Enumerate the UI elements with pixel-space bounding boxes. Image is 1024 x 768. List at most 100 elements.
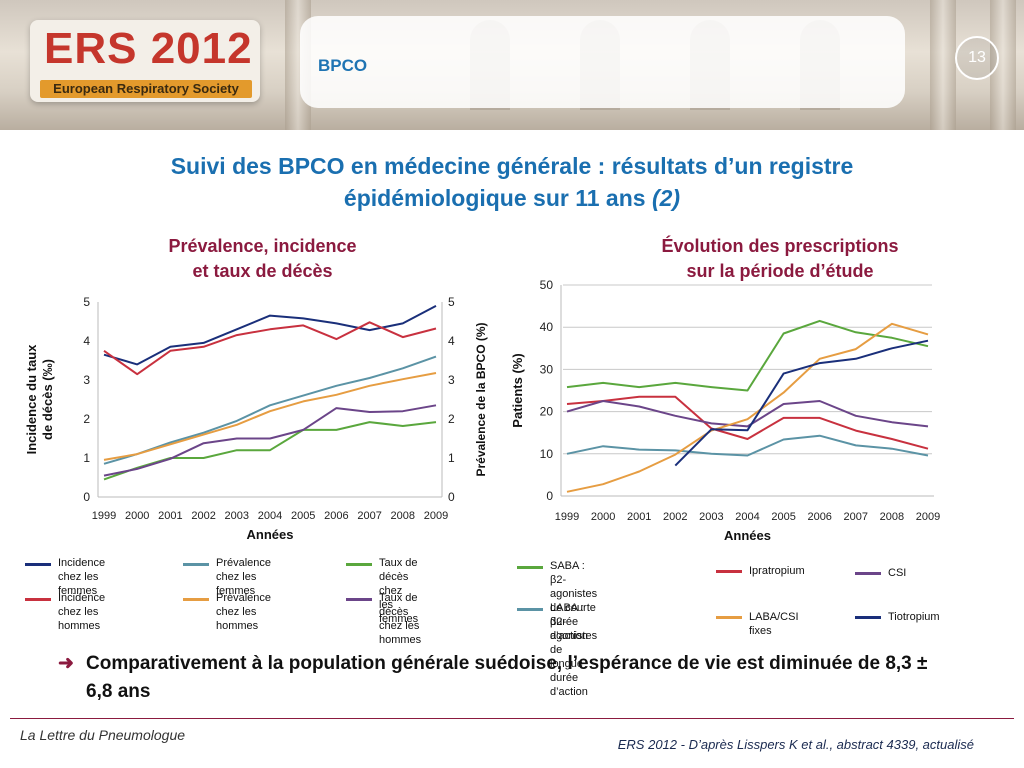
x-tick-label: 2006: [324, 510, 348, 522]
legend-label: Taux de décès chez les femmes: [379, 557, 419, 625]
section-box: BPCO: [300, 16, 905, 108]
slide-title-line2: épidémiologique sur 11 ans (2): [343, 185, 681, 211]
y-tick-label: 0: [546, 489, 553, 503]
y-right-tick-label: 0: [448, 490, 455, 504]
legend-label: Prévalence chez les femmes: [216, 557, 272, 597]
legend-swatch: [25, 598, 51, 601]
page-number: 13: [955, 36, 999, 80]
legend-label: CSI: [888, 567, 907, 579]
x-tick-label: 2005: [771, 511, 795, 523]
x-tick-label: 2002: [191, 510, 215, 522]
x-tick-label: 2003: [225, 510, 249, 522]
series-line: [103, 404, 437, 477]
x-tick-label: 2001: [627, 511, 651, 523]
left-chart: 0 1 2 3 4 5 0 1 2 3 4 5 1999 2000 2001 2002 2003 2004 2005…: [24, 295, 488, 542]
x-tick-label: 2005: [291, 510, 315, 522]
series-line: [566, 322, 929, 493]
legend-label: Ipratropium: [749, 565, 805, 577]
series-line: [103, 355, 437, 465]
legend-swatch: [716, 570, 742, 573]
x-tick-label: 2002: [663, 511, 687, 523]
y-tick-label: 20: [540, 405, 554, 419]
y-tick-label: 4: [83, 334, 90, 348]
y-right-axis-title: Prévalence de la BPCO (%): [474, 322, 488, 476]
series-line: [566, 395, 929, 450]
y-right-tick-label: 3: [448, 373, 455, 387]
x-tick-label: 2007: [357, 510, 381, 522]
series-line: [566, 400, 929, 428]
legend-swatch: [517, 608, 543, 611]
legend-label: Incidence chez les hommes: [58, 592, 106, 632]
legend-swatch: [183, 563, 209, 566]
legend-swatch: [25, 563, 51, 566]
y-tick-label: 3: [83, 373, 90, 387]
slide-title-suffix: (2): [651, 185, 681, 211]
x-tick-label: 2006: [807, 511, 831, 523]
legend-label: LABA/CSI fixes: [749, 611, 799, 637]
y-tick-label: 30: [540, 362, 554, 376]
x-tick-label: 2003: [699, 511, 723, 523]
y-tick-label: 50: [540, 278, 554, 292]
y-right-tick-label: 5: [448, 295, 455, 309]
y-axis-title-line: Incidence du taux: [24, 344, 39, 455]
right-chart-title: Évolution des prescriptions sur la périod…: [661, 236, 899, 281]
y-axis-title: Patients (%): [510, 353, 525, 427]
series-line: [674, 339, 929, 467]
x-tick-label: 2009: [424, 510, 448, 522]
legend-swatch: [346, 563, 372, 566]
y-tick-label: 2: [83, 412, 90, 426]
series-line: [103, 321, 437, 376]
x-tick-label: 2000: [125, 510, 149, 522]
x-tick-label: 1999: [92, 510, 116, 522]
x-tick-label: 2000: [591, 511, 615, 523]
y-tick-label: 40: [540, 320, 554, 334]
left-chart-title: Prévalence, incidence et taux de décès: [168, 236, 357, 281]
legend-label: Prévalence chez les hommes: [216, 592, 272, 632]
legend-swatch: [855, 572, 881, 575]
x-axis-title: Années: [724, 528, 771, 543]
legend-label: Taux de décès chez les hommes: [379, 592, 422, 646]
x-tick-label: 2009: [916, 511, 940, 523]
header-banner: ERS 2012 European Respiratory Society BP…: [0, 0, 1024, 130]
ers-logo: ERS 2012 European Respiratory Society: [30, 20, 260, 102]
logo-title: ERS 2012: [44, 24, 253, 73]
arrow-icon: ➜: [58, 653, 74, 674]
x-axis-title: Années: [247, 527, 294, 542]
x-tick-label: 2008: [880, 511, 904, 523]
legend-swatch: [716, 616, 742, 619]
y-axis-title: Incidence du tauxde décès (‰): [24, 344, 55, 455]
right-chart: 0 10 20 30 40 50 1999 2000 2001 2002 2003 2004 2005 2…: [510, 278, 940, 543]
series-line: [103, 372, 437, 461]
legend-swatch: [517, 566, 543, 569]
slide-title: Suivi des BPCO en médecine générale : ré…: [40, 150, 984, 214]
footer-journal: La Lettre du Pneumologue: [20, 727, 186, 743]
y-right-tick-label: 2: [448, 412, 455, 426]
legend-label: Tiotropium: [888, 611, 940, 623]
x-tick-label: 2007: [844, 511, 868, 523]
x-tick-label: 1999: [555, 511, 579, 523]
y-axis-title-line: de décès (‰): [40, 359, 55, 440]
y-tick-label: 1: [83, 451, 90, 465]
y-right-tick-label: 1: [448, 451, 455, 465]
legend-label: Incidence chez les femmes: [58, 557, 106, 597]
legend-swatch: [855, 616, 881, 619]
x-tick-label: 2001: [158, 510, 182, 522]
y-right-tick-label: 4: [448, 334, 455, 348]
logo-subtitle: European Respiratory Society: [40, 80, 252, 98]
x-tick-label: 2004: [735, 511, 759, 523]
series-line: [103, 421, 437, 481]
conclusion-text: Comparativement à la population générale…: [86, 653, 928, 702]
series-line: [566, 434, 929, 457]
x-tick-label: 2008: [391, 510, 415, 522]
legend-swatch: [183, 598, 209, 601]
series-line: [103, 305, 437, 366]
y-tick-label: 10: [540, 447, 554, 461]
y-tick-label: 5: [83, 295, 90, 309]
legend-label: SABA : β2-agonistes de courte durée d’act…: [550, 560, 598, 642]
section-label: BPCO: [318, 56, 368, 75]
legend-label: LABA : β2-agonistes de longue durée d’act…: [550, 602, 598, 698]
x-tick-label: 2004: [258, 510, 282, 522]
footer-reference: ERS 2012 - D’après Lisspers K et al., ab…: [617, 737, 974, 752]
series-line: [566, 319, 929, 392]
slide-title-line1: Suivi des BPCO en médecine générale : ré…: [170, 153, 854, 179]
